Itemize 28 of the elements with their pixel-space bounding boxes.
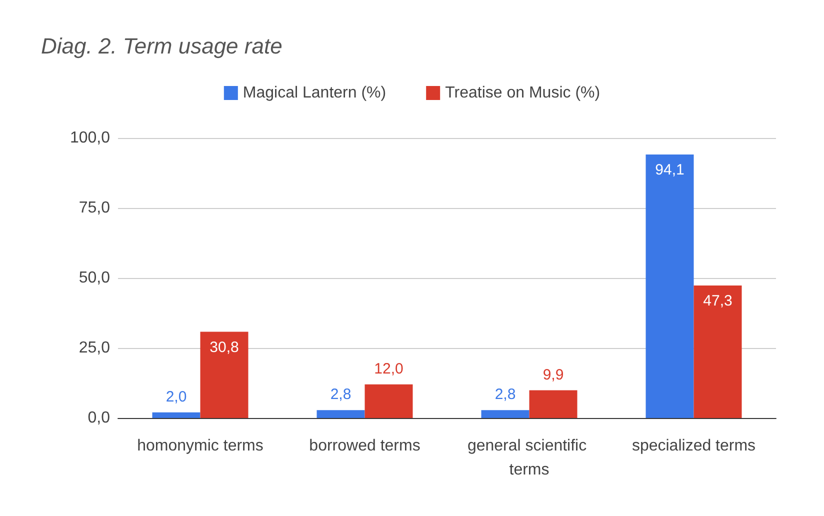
bar — [481, 410, 530, 418]
chart-title: Diag. 2. Term usage rate — [41, 34, 282, 58]
bar — [364, 384, 413, 418]
bar — [316, 410, 365, 418]
bar — [200, 332, 248, 418]
x-tick-label: specialized terms — [632, 438, 756, 454]
y-tick-label: 0,0 — [88, 410, 110, 426]
data-label: 9,9 — [542, 366, 564, 384]
y-tick-label: 50,0 — [78, 270, 110, 286]
data-label: 2,8 — [330, 386, 352, 404]
data-label: 94,1 — [655, 162, 684, 179]
bar — [694, 286, 742, 418]
y-tick-label: 100,0 — [70, 130, 110, 146]
x-tick-label: general scientific terms — [467, 438, 592, 478]
data-label: 2,0 — [166, 388, 187, 406]
x-tick-label: homonymic terms — [137, 438, 264, 454]
data-label: 47,3 — [703, 292, 732, 310]
bar — [646, 154, 694, 418]
legend-label: Treatise on Music (%) — [445, 84, 600, 102]
x-tick-label: borrowed terms — [309, 438, 420, 454]
bar — [152, 412, 200, 418]
y-tick-label: 75,0 — [78, 200, 110, 216]
legend-label: Magical Lantern (%) — [242, 84, 386, 102]
y-tick-label: 25,0 — [78, 340, 110, 356]
data-label: 30,8 — [210, 338, 239, 356]
bar — [529, 390, 578, 418]
data-label: 2,8 — [494, 386, 516, 404]
data-label: 12,0 — [374, 360, 404, 378]
